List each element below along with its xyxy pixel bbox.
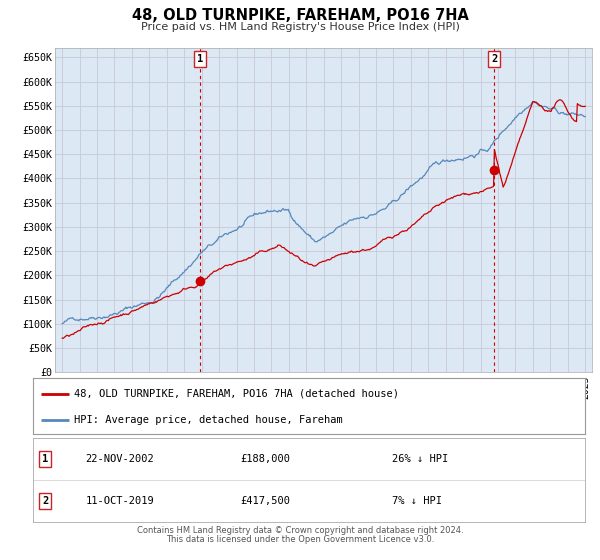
Text: £188,000: £188,000 (240, 454, 290, 464)
Text: 1: 1 (197, 54, 203, 64)
Text: This data is licensed under the Open Government Licence v3.0.: This data is licensed under the Open Gov… (166, 535, 434, 544)
Text: 26% ↓ HPI: 26% ↓ HPI (392, 454, 448, 464)
Text: 11-OCT-2019: 11-OCT-2019 (85, 496, 154, 506)
Text: 2: 2 (491, 54, 497, 64)
Text: 7% ↓ HPI: 7% ↓ HPI (392, 496, 442, 506)
Text: £417,500: £417,500 (240, 496, 290, 506)
Text: 48, OLD TURNPIKE, FAREHAM, PO16 7HA: 48, OLD TURNPIKE, FAREHAM, PO16 7HA (131, 8, 469, 24)
Text: 48, OLD TURNPIKE, FAREHAM, PO16 7HA (detached house): 48, OLD TURNPIKE, FAREHAM, PO16 7HA (det… (74, 389, 400, 399)
Text: Price paid vs. HM Land Registry's House Price Index (HPI): Price paid vs. HM Land Registry's House … (140, 22, 460, 32)
Text: 1: 1 (42, 454, 48, 464)
Text: 2: 2 (42, 496, 48, 506)
Text: Contains HM Land Registry data © Crown copyright and database right 2024.: Contains HM Land Registry data © Crown c… (137, 526, 463, 535)
Text: HPI: Average price, detached house, Fareham: HPI: Average price, detached house, Fare… (74, 415, 343, 425)
Text: 22-NOV-2002: 22-NOV-2002 (85, 454, 154, 464)
